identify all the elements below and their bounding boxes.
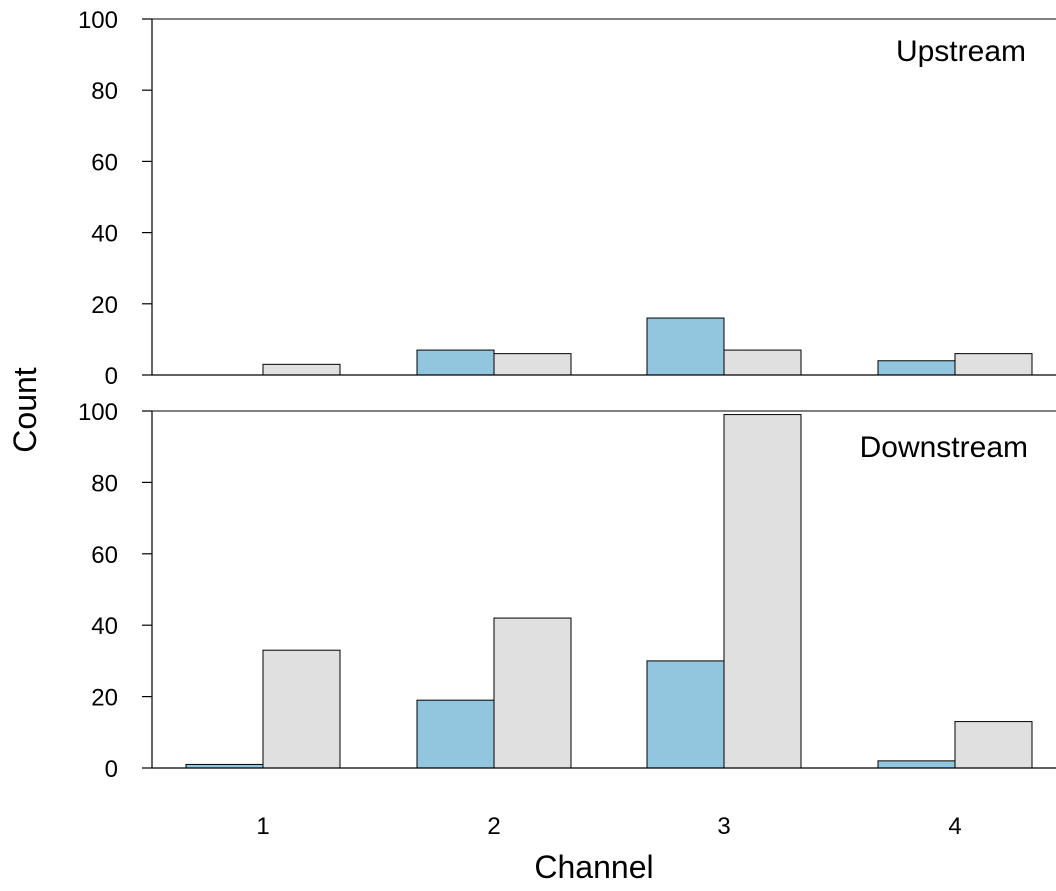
downstream-bar-4-s2: [954, 721, 1033, 769]
downstream-y-tick-label: 20: [91, 685, 118, 712]
upstream-y-tick-label: 40: [91, 221, 118, 248]
y-axis-title: Count: [7, 367, 43, 453]
x-axis-title: Channel: [534, 849, 653, 885]
upstream-panel-label: Upstream: [896, 35, 1026, 68]
x-tick-label-4: 4: [948, 813, 961, 840]
x-tick-label-3: 3: [717, 813, 730, 840]
upstream-bar-2-s1: [416, 349, 495, 376]
x-tick-label-1: 1: [256, 813, 269, 840]
upstream-y-tick-label: 80: [91, 78, 118, 105]
downstream-y-tick-label: 40: [91, 613, 118, 640]
upstream-bar-2-s2: [493, 353, 572, 376]
downstream-bar-4-s1: [877, 760, 956, 769]
upstream-bar-4-s2: [954, 353, 1033, 376]
upstream-y-tick-label: 100: [78, 7, 118, 34]
upstream-bar-1-s2: [262, 363, 341, 376]
upstream-y-tick-label: 20: [91, 292, 118, 319]
downstream-bar-1-s2: [262, 649, 341, 769]
downstream-y-tick-label: 80: [91, 470, 118, 497]
upstream-y-tick-label: 0: [105, 363, 118, 390]
upstream-y-tick-label: 60: [91, 149, 118, 176]
downstream-panel-label: Downstream: [860, 431, 1028, 464]
downstream-bar-2-s2: [493, 617, 572, 769]
x-tick-label-2: 2: [487, 813, 500, 840]
downstream-y-tick-label: 60: [91, 542, 118, 569]
downstream-y-tick-label: 100: [78, 399, 118, 426]
downstream-bar-2-s1: [416, 699, 495, 769]
upstream-bar-4-s1: [877, 360, 956, 376]
downstream-y-tick-label: 0: [105, 756, 118, 783]
downstream-bar-3-s2: [723, 414, 802, 769]
upstream-bar-3-s2: [723, 349, 802, 376]
downstream-bar-3-s1: [646, 660, 725, 769]
upstream-bar-3-s1: [646, 317, 725, 376]
